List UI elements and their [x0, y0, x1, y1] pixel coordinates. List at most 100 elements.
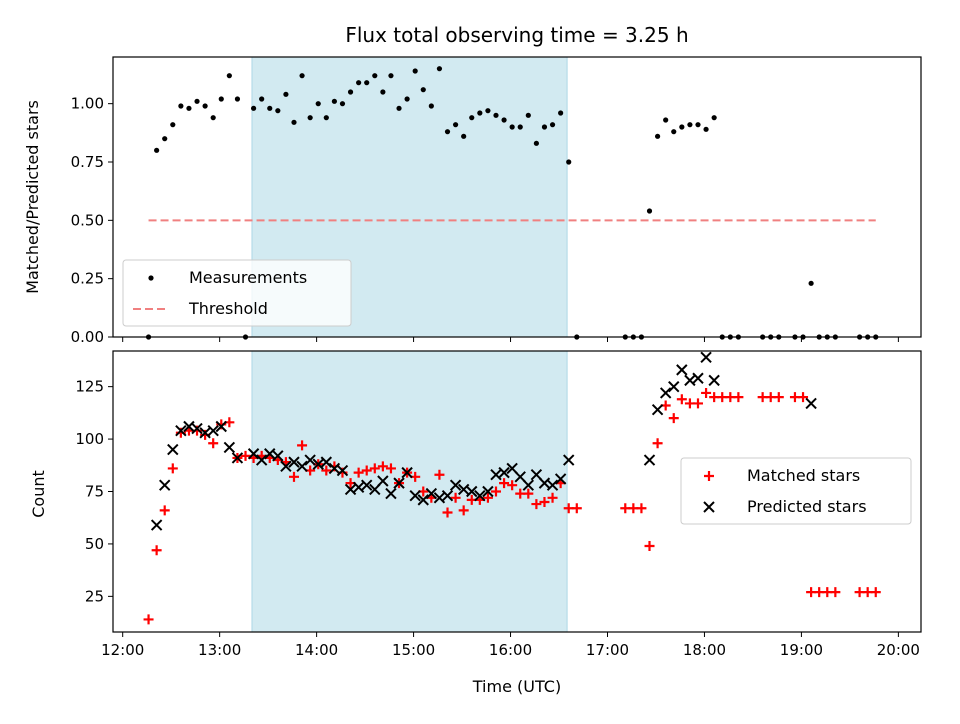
- data-point: [701, 387, 712, 398]
- data-point: [517, 124, 523, 130]
- data-point: [361, 479, 373, 491]
- data-point: [312, 458, 324, 470]
- data-point: [356, 80, 362, 86]
- data-point: [485, 108, 491, 114]
- data-point: [218, 96, 224, 102]
- data-point: [477, 110, 483, 116]
- legend: Measurements Threshold: [122, 259, 352, 327]
- data-point: [208, 438, 219, 449]
- bottom-y-axis-label: Count: [29, 470, 48, 518]
- data-point: [369, 463, 380, 474]
- data-point: [457, 483, 470, 496]
- data-point: [283, 91, 289, 97]
- data-point: [385, 463, 396, 474]
- y-tick-label: 25: [85, 587, 104, 605]
- data-point: [571, 503, 582, 514]
- data-point: [339, 101, 346, 107]
- data-point: [773, 392, 784, 403]
- data-point: [873, 334, 879, 340]
- data-point: [352, 481, 365, 494]
- data-point: [733, 392, 744, 403]
- data-point: [805, 397, 817, 410]
- y-tick-label: 0.25: [71, 270, 104, 288]
- x-tick-label: 12:00: [101, 641, 144, 659]
- data-point: [490, 469, 502, 481]
- data-point: [549, 122, 556, 128]
- y-tick-label: 75: [85, 483, 104, 501]
- data-point: [708, 374, 720, 387]
- data-point: [247, 448, 260, 460]
- data-point: [207, 424, 219, 437]
- x-tick-label: 20:00: [877, 641, 920, 659]
- data-point: [644, 541, 655, 552]
- data-point: [449, 479, 462, 491]
- data-point: [328, 462, 341, 475]
- data-point: [539, 496, 550, 507]
- data-point: [501, 117, 507, 123]
- y-tick-label: 0.00: [71, 328, 104, 346]
- data-point: [676, 394, 687, 405]
- data-point: [546, 479, 559, 491]
- data-point: [566, 159, 572, 165]
- data-point: [436, 66, 443, 72]
- data-point: [297, 440, 308, 451]
- legend: Matched stars Predicted stars: [680, 457, 912, 525]
- data-point: [538, 477, 551, 489]
- data-point: [275, 108, 281, 114]
- x-tick-label: 17:00: [586, 641, 629, 659]
- data-point: [321, 465, 332, 476]
- x-tick-label: 14:00: [295, 641, 338, 659]
- data-point: [865, 334, 871, 340]
- data-point: [700, 351, 712, 363]
- data-point: [554, 473, 567, 485]
- data-point: [194, 98, 200, 104]
- data-point: [776, 334, 782, 340]
- data-point: [452, 122, 459, 128]
- data-point: [458, 505, 469, 516]
- data-point: [167, 443, 179, 456]
- data-point: [727, 334, 733, 340]
- data-point: [856, 334, 863, 340]
- data-point: [533, 140, 539, 146]
- data-point: [651, 404, 664, 416]
- data-point: [154, 147, 160, 153]
- data-point: [223, 441, 236, 454]
- top-panel: 0.00 0.25 0.50 0.75 1.00 Measurements Threshol…: [71, 56, 922, 346]
- data-point: [186, 105, 192, 111]
- data-point: [695, 122, 701, 128]
- data-point: [159, 505, 170, 516]
- data-point: [482, 492, 493, 503]
- data-point: [183, 420, 195, 433]
- legend-label: Matched stars: [747, 466, 860, 485]
- data-point: [816, 334, 822, 340]
- data-point: [461, 133, 467, 139]
- data-point: [151, 545, 162, 556]
- data-point: [630, 334, 636, 340]
- data-point: [143, 614, 154, 625]
- data-point: [364, 80, 370, 86]
- data-point: [558, 110, 564, 116]
- data-point: [299, 73, 305, 79]
- data-point: [654, 133, 661, 139]
- data-point: [798, 392, 809, 403]
- data-point: [671, 129, 677, 135]
- data-point: [231, 452, 244, 464]
- data-point: [280, 460, 292, 473]
- data-point: [428, 103, 434, 109]
- data-point: [692, 398, 703, 409]
- data-point: [255, 454, 268, 466]
- data-point: [652, 438, 663, 449]
- data-point: [264, 448, 276, 460]
- data-point: [433, 492, 446, 504]
- data-point: [441, 489, 454, 502]
- top-chart-title: Flux total observing time = 3.25 h: [345, 23, 688, 47]
- data-point: [493, 112, 499, 118]
- y-tick-label: 0.75: [71, 153, 104, 171]
- data-point: [450, 492, 461, 503]
- y-tick-label: 50: [85, 535, 104, 553]
- x-tick-label: 13:00: [198, 641, 241, 659]
- data-point: [687, 122, 693, 128]
- data-point: [646, 208, 653, 214]
- data-point: [523, 488, 534, 499]
- data-point: [636, 503, 647, 514]
